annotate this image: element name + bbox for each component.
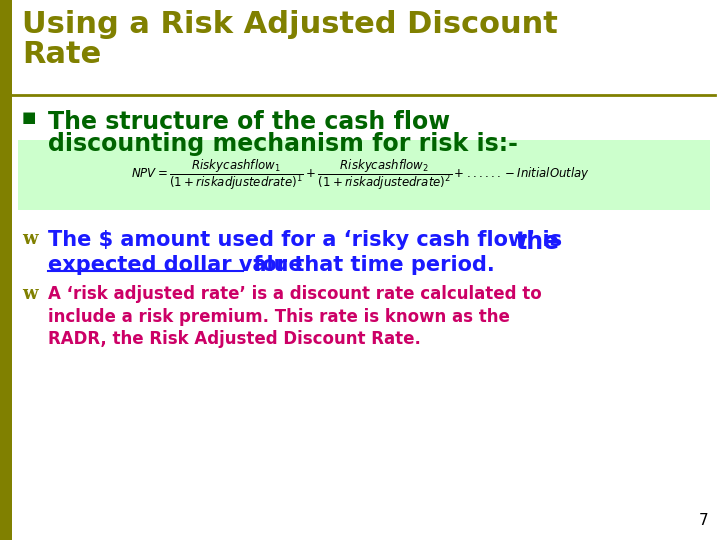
Text: The structure of the cash flow: The structure of the cash flow [48,110,450,134]
Text: w: w [22,230,37,248]
Text: the: the [516,230,560,254]
Text: 7: 7 [698,513,708,528]
Text: include a risk premium. This rate is known as the: include a risk premium. This rate is kno… [48,308,510,326]
Text: w: w [22,285,37,303]
Text: $\mathit{NPV} = \dfrac{\mathit{Riskycashflow}_1}{\mathit{(1+riskadjustedrate)}^1: $\mathit{NPV} = \dfrac{\mathit{Riskycash… [130,158,590,192]
Text: RADR, the Risk Adjusted Discount Rate.: RADR, the Risk Adjusted Discount Rate. [48,330,421,348]
Text: ■: ■ [22,110,37,125]
Text: for that time period.: for that time period. [246,255,495,275]
FancyBboxPatch shape [0,0,12,540]
Text: Using a Risk Adjusted Discount: Using a Risk Adjusted Discount [22,10,558,39]
Text: discounting mechanism for risk is:-: discounting mechanism for risk is:- [48,132,518,156]
FancyBboxPatch shape [18,140,710,210]
Text: A ‘risk adjusted rate’ is a discount rate calculated to: A ‘risk adjusted rate’ is a discount rat… [48,285,541,303]
Text: Rate: Rate [22,40,102,69]
Text: The $ amount used for a ‘risky cash flow’ is: The $ amount used for a ‘risky cash flow… [48,230,570,250]
Text: expected dollar value: expected dollar value [48,255,302,275]
